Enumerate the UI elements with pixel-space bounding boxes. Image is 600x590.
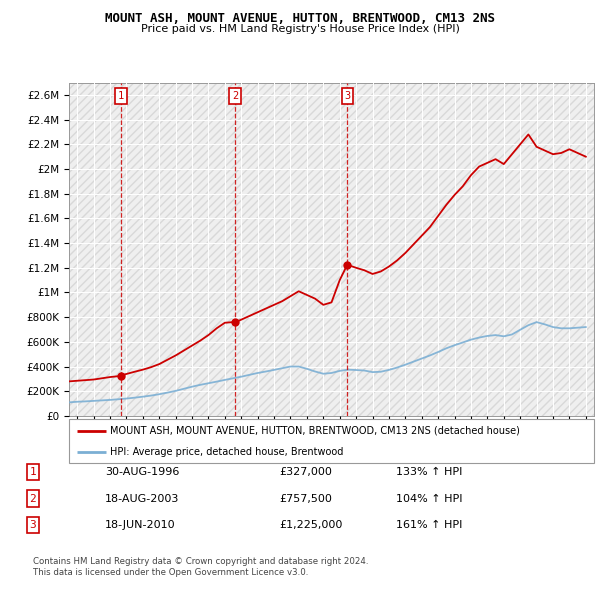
FancyBboxPatch shape [69, 419, 594, 463]
Text: 18-AUG-2003: 18-AUG-2003 [105, 494, 179, 503]
Text: 30-AUG-1996: 30-AUG-1996 [105, 467, 179, 477]
Text: Contains HM Land Registry data © Crown copyright and database right 2024.: Contains HM Land Registry data © Crown c… [33, 558, 368, 566]
Text: 161% ↑ HPI: 161% ↑ HPI [396, 520, 463, 530]
Text: £1,225,000: £1,225,000 [279, 520, 343, 530]
Text: MOUNT ASH, MOUNT AVENUE, HUTTON, BRENTWOOD, CM13 2NS (detached house): MOUNT ASH, MOUNT AVENUE, HUTTON, BRENTWO… [110, 426, 520, 436]
Text: £327,000: £327,000 [279, 467, 332, 477]
Text: 133% ↑ HPI: 133% ↑ HPI [396, 467, 463, 477]
Text: This data is licensed under the Open Government Licence v3.0.: This data is licensed under the Open Gov… [33, 568, 308, 577]
Text: MOUNT ASH, MOUNT AVENUE, HUTTON, BRENTWOOD, CM13 2NS: MOUNT ASH, MOUNT AVENUE, HUTTON, BRENTWO… [105, 12, 495, 25]
Text: Price paid vs. HM Land Registry's House Price Index (HPI): Price paid vs. HM Land Registry's House … [140, 24, 460, 34]
Text: 1: 1 [118, 91, 124, 101]
Text: 2: 2 [232, 91, 238, 101]
Text: 2: 2 [29, 494, 37, 503]
Text: 1: 1 [29, 467, 37, 477]
Text: HPI: Average price, detached house, Brentwood: HPI: Average price, detached house, Bren… [110, 447, 343, 457]
Text: £757,500: £757,500 [279, 494, 332, 503]
Text: 3: 3 [344, 91, 350, 101]
Text: 18-JUN-2010: 18-JUN-2010 [105, 520, 176, 530]
Text: 104% ↑ HPI: 104% ↑ HPI [396, 494, 463, 503]
Text: 3: 3 [29, 520, 37, 530]
